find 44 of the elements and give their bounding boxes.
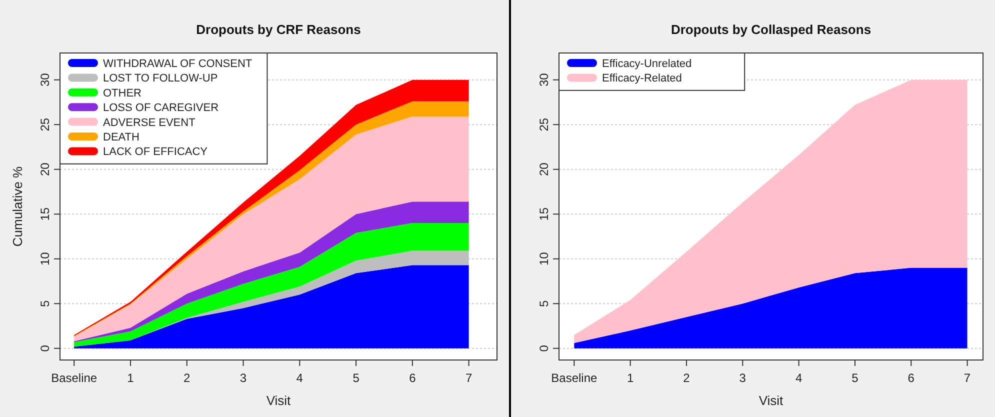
x-tick-label: 1: [127, 371, 134, 385]
x-tick-label: 6: [908, 371, 915, 385]
legend-label: DEATH: [103, 132, 140, 144]
x-tick-label: Baseline: [551, 371, 598, 385]
x-tick-label: 2: [184, 371, 191, 385]
y-tick-label: 25: [38, 118, 52, 132]
x-tick-label: 4: [795, 371, 802, 385]
x-axis-title: Visit: [266, 393, 292, 408]
x-tick-label: 3: [240, 371, 247, 385]
y-tick-label: 0: [38, 344, 52, 352]
y-tick-label: 20: [38, 162, 52, 176]
legend-label: Efficacy-Unrelated: [602, 58, 692, 70]
x-tick-label: 6: [409, 371, 416, 385]
y-tick-label: 20: [537, 162, 551, 176]
x-tick-label: 5: [352, 371, 360, 385]
y-tick-label: 15: [38, 207, 52, 221]
y-tick-label: 30: [38, 72, 52, 87]
x-tick-label: 4: [296, 371, 304, 385]
x-tick-label: Baseline: [51, 371, 98, 385]
x-tick-label: 3: [739, 371, 746, 385]
legend-label: ADVERSE EVENT: [103, 116, 196, 129]
y-tick-label: 0: [537, 344, 551, 352]
legend-label: OTHER: [103, 87, 142, 100]
legend-label: WITHDRAWAL OF CONSENT: [103, 58, 252, 70]
chart-title: Dropouts by Collasped Reasons: [670, 22, 872, 37]
y-tick-label: 30: [537, 72, 551, 87]
y-tick-label: 15: [537, 207, 551, 221]
x-tick-label: 7: [964, 371, 971, 385]
legend-label: LOSS OF CAREGIVER: [103, 102, 219, 114]
y-tick-label: 10: [537, 252, 551, 266]
y-tick-label: 25: [537, 118, 551, 132]
legend-label: LOST TO FOLLOW-UP: [103, 72, 218, 85]
x-tick-label: 2: [683, 371, 690, 385]
x-tick-label: 5: [852, 371, 859, 385]
legend-label: LACK OF EFFICACY: [103, 146, 208, 158]
y-tick-label: 5: [537, 300, 551, 307]
y-tick-label: 10: [38, 252, 52, 266]
y-tick-label: 5: [38, 300, 52, 307]
chart-title: Dropouts by CRF Reasons: [196, 22, 361, 37]
x-tick-label: 7: [465, 371, 472, 385]
x-tick-label: 1: [626, 371, 634, 385]
y-axis-title: Cumulative %: [10, 166, 25, 247]
legend-label: Efficacy-Related: [602, 72, 682, 85]
x-axis-title: Visit: [758, 393, 784, 408]
